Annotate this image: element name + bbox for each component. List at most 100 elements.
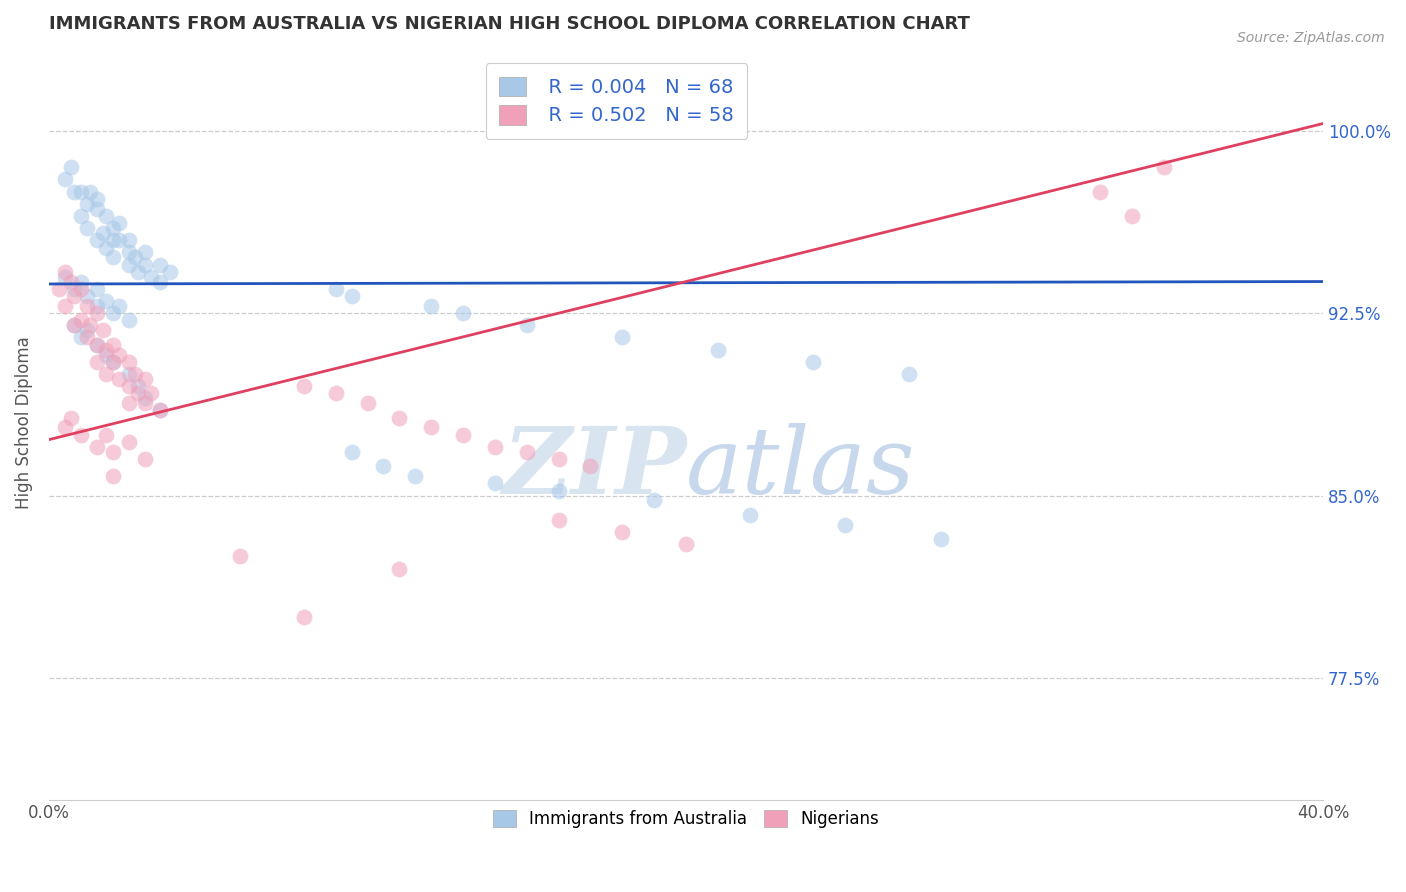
- Point: [127, 379, 149, 393]
- Point: [134, 245, 156, 260]
- Point: [803, 355, 825, 369]
- Point: [139, 386, 162, 401]
- Point: [69, 209, 91, 223]
- Point: [86, 282, 108, 296]
- Point: [108, 299, 131, 313]
- Text: IMMIGRANTS FROM AUSTRALIA VS NIGERIAN HIGH SCHOOL DIPLOMA CORRELATION CHART: IMMIGRANTS FROM AUSTRALIA VS NIGERIAN HI…: [49, 15, 970, 33]
- Point: [69, 275, 91, 289]
- Point: [149, 258, 172, 272]
- Point: [149, 403, 172, 417]
- Point: [834, 517, 856, 532]
- Point: [292, 379, 315, 393]
- Point: [117, 258, 139, 272]
- Point: [117, 396, 139, 410]
- Point: [60, 275, 83, 289]
- Point: [929, 533, 952, 547]
- Point: [134, 391, 156, 405]
- Point: [60, 161, 83, 175]
- Point: [53, 269, 76, 284]
- Point: [117, 245, 139, 260]
- Point: [451, 306, 474, 320]
- Point: [388, 561, 411, 575]
- Point: [63, 289, 86, 303]
- Point: [117, 435, 139, 450]
- Point: [79, 185, 101, 199]
- Point: [117, 313, 139, 327]
- Point: [69, 330, 91, 344]
- Point: [53, 420, 76, 434]
- Point: [86, 192, 108, 206]
- Point: [76, 323, 98, 337]
- Point: [53, 265, 76, 279]
- Point: [117, 367, 139, 381]
- Point: [86, 202, 108, 216]
- Point: [69, 313, 91, 327]
- Point: [139, 269, 162, 284]
- Point: [707, 343, 730, 357]
- Point: [404, 469, 426, 483]
- Point: [134, 396, 156, 410]
- Y-axis label: High School Diploma: High School Diploma: [15, 336, 32, 509]
- Point: [96, 367, 118, 381]
- Point: [292, 610, 315, 624]
- Point: [484, 440, 506, 454]
- Point: [149, 275, 172, 289]
- Point: [108, 347, 131, 361]
- Point: [134, 372, 156, 386]
- Point: [69, 185, 91, 199]
- Point: [101, 250, 124, 264]
- Point: [79, 318, 101, 333]
- Point: [53, 172, 76, 186]
- Point: [643, 493, 665, 508]
- Point: [96, 347, 118, 361]
- Point: [53, 299, 76, 313]
- Point: [91, 323, 114, 337]
- Point: [96, 240, 118, 254]
- Point: [63, 318, 86, 333]
- Point: [76, 196, 98, 211]
- Point: [675, 537, 697, 551]
- Point: [63, 282, 86, 296]
- Text: ZIP: ZIP: [502, 423, 686, 513]
- Point: [127, 265, 149, 279]
- Point: [373, 459, 395, 474]
- Point: [96, 209, 118, 223]
- Point: [86, 338, 108, 352]
- Point: [124, 250, 146, 264]
- Point: [149, 403, 172, 417]
- Point: [101, 221, 124, 235]
- Point: [229, 549, 252, 564]
- Point: [76, 299, 98, 313]
- Point: [117, 379, 139, 393]
- Point: [101, 355, 124, 369]
- Point: [96, 427, 118, 442]
- Point: [356, 396, 378, 410]
- Point: [86, 440, 108, 454]
- Point: [86, 299, 108, 313]
- Point: [388, 410, 411, 425]
- Point: [101, 233, 124, 247]
- Text: Source: ZipAtlas.com: Source: ZipAtlas.com: [1237, 31, 1385, 45]
- Point: [101, 306, 124, 320]
- Point: [898, 367, 921, 381]
- Point: [91, 226, 114, 240]
- Point: [325, 282, 347, 296]
- Point: [108, 233, 131, 247]
- Point: [159, 265, 181, 279]
- Point: [86, 338, 108, 352]
- Point: [96, 293, 118, 308]
- Point: [69, 282, 91, 296]
- Point: [612, 330, 634, 344]
- Point: [340, 444, 363, 458]
- Point: [124, 367, 146, 381]
- Point: [547, 452, 569, 467]
- Point: [101, 355, 124, 369]
- Point: [96, 343, 118, 357]
- Point: [340, 289, 363, 303]
- Point: [134, 452, 156, 467]
- Point: [86, 233, 108, 247]
- Point: [738, 508, 761, 522]
- Point: [86, 355, 108, 369]
- Point: [117, 233, 139, 247]
- Point: [63, 318, 86, 333]
